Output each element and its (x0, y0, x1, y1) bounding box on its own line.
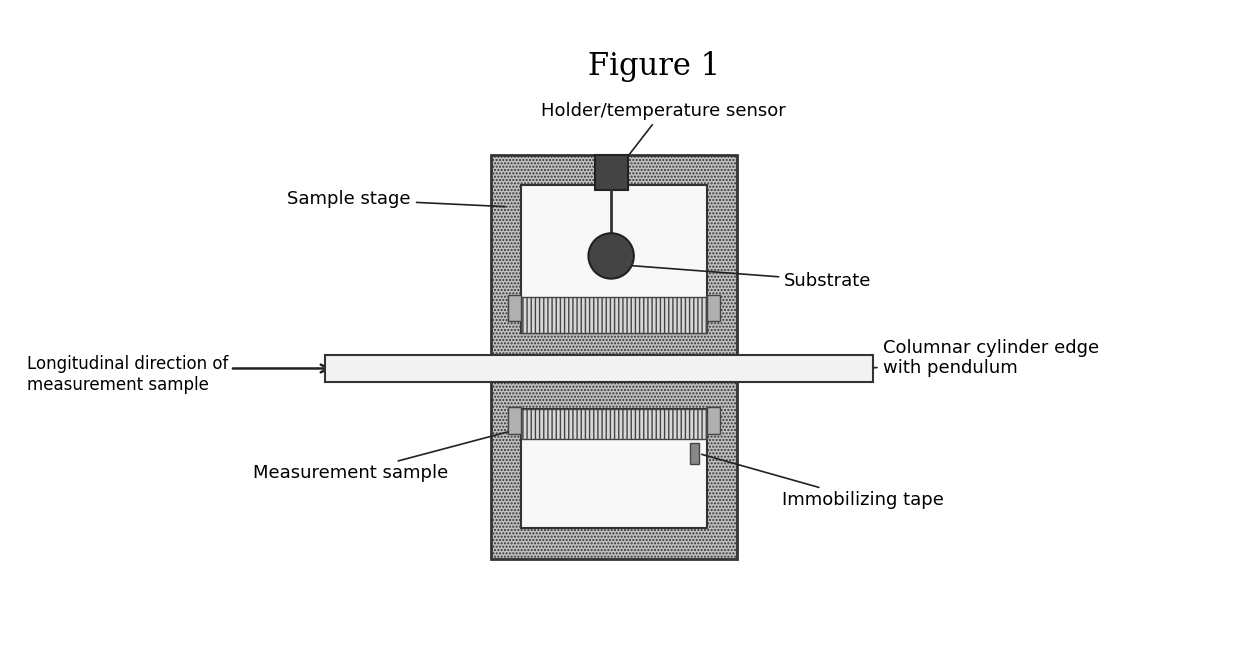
Bar (707, 407, 720, 434)
Text: Immobilizing tape: Immobilizing tape (702, 454, 944, 509)
Text: Substrate: Substrate (631, 265, 872, 289)
Text: Longitudinal direction of
measurement sample: Longitudinal direction of measurement sa… (27, 355, 228, 394)
Text: Measurement sample: Measurement sample (253, 425, 533, 482)
Text: Columnar cylinder edge
with pendulum: Columnar cylinder edge with pendulum (868, 339, 1099, 378)
Text: Figure 1: Figure 1 (588, 51, 719, 82)
Bar (491, 154, 737, 363)
Bar (325, 355, 873, 382)
Bar (707, 295, 720, 321)
Bar (508, 295, 521, 321)
Text: Sample stage: Sample stage (288, 190, 505, 208)
Text: Holder/temperature sensor: Holder/temperature sensor (541, 102, 785, 169)
Bar (491, 379, 737, 559)
Circle shape (589, 233, 634, 278)
Bar (595, 154, 629, 190)
Bar (521, 409, 707, 528)
Bar (521, 185, 707, 332)
Bar (521, 297, 707, 332)
Bar (521, 409, 707, 439)
Bar (508, 407, 521, 434)
Bar (689, 443, 699, 464)
